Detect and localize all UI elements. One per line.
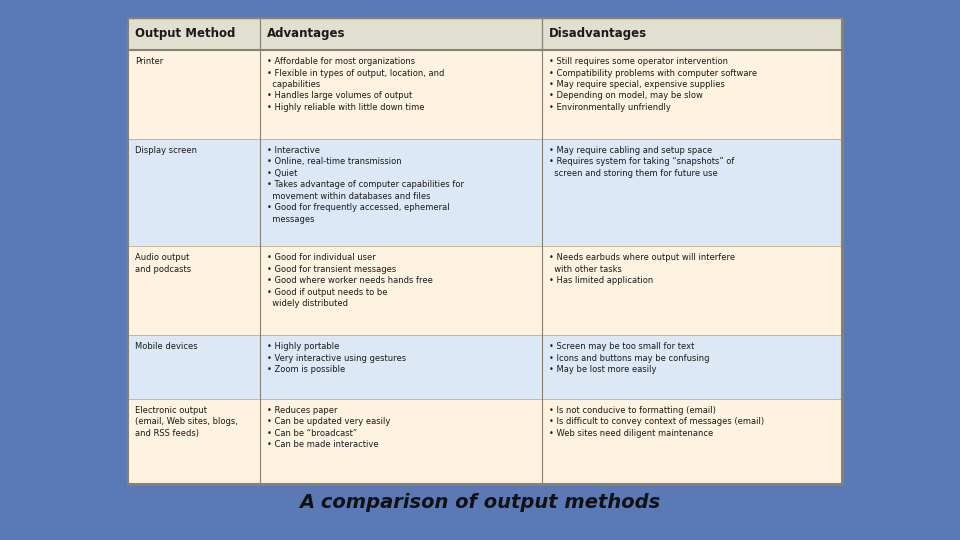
Text: • Good for transient messages: • Good for transient messages xyxy=(267,265,396,274)
Text: • Screen may be too small for text: • Screen may be too small for text xyxy=(549,342,694,352)
Bar xyxy=(128,18,842,484)
Bar xyxy=(128,50,842,139)
Text: Advantages: Advantages xyxy=(267,28,346,40)
Text: • Reduces paper: • Reduces paper xyxy=(267,406,338,415)
Text: Printer: Printer xyxy=(135,57,163,66)
Text: Display screen: Display screen xyxy=(135,146,197,155)
Text: • Depending on model, may be slow: • Depending on model, may be slow xyxy=(549,91,703,100)
Text: • Good where worker needs hands free: • Good where worker needs hands free xyxy=(267,276,433,286)
Text: • Is not conducive to formatting (email): • Is not conducive to formatting (email) xyxy=(549,406,716,415)
Text: • Icons and buttons may be confusing: • Icons and buttons may be confusing xyxy=(549,354,709,363)
Text: • Good if output needs to be: • Good if output needs to be xyxy=(267,288,388,297)
Text: • Has limited application: • Has limited application xyxy=(549,276,654,286)
Text: • Quiet: • Quiet xyxy=(267,169,298,178)
Text: • Takes advantage of computer capabilities for: • Takes advantage of computer capabiliti… xyxy=(267,180,464,190)
Text: • Can be made interactive: • Can be made interactive xyxy=(267,441,378,449)
Text: and podcasts: and podcasts xyxy=(135,265,191,274)
Text: • Good for frequently accessed, ephemeral: • Good for frequently accessed, ephemera… xyxy=(267,204,449,212)
Text: movement within databases and files: movement within databases and files xyxy=(267,192,431,201)
Text: • Good for individual user: • Good for individual user xyxy=(267,253,376,262)
Text: Electronic output: Electronic output xyxy=(135,406,207,415)
Text: • Zoom is possible: • Zoom is possible xyxy=(267,365,346,374)
Text: • Needs earbuds where output will interfere: • Needs earbuds where output will interf… xyxy=(549,253,735,262)
Text: widely distributed: widely distributed xyxy=(267,299,348,308)
Text: • Highly portable: • Highly portable xyxy=(267,342,340,352)
Text: • Highly reliable with little down time: • Highly reliable with little down time xyxy=(267,103,424,112)
Text: • Requires system for taking “snapshots” of: • Requires system for taking “snapshots”… xyxy=(549,157,734,166)
Text: • Can be updated very easily: • Can be updated very easily xyxy=(267,417,391,427)
Text: • Very interactive using gestures: • Very interactive using gestures xyxy=(267,354,406,363)
Text: • Environmentally unfriendly: • Environmentally unfriendly xyxy=(549,103,671,112)
Text: • May be lost more easily: • May be lost more easily xyxy=(549,365,657,374)
Text: (email, Web sites, blogs,: (email, Web sites, blogs, xyxy=(135,417,238,427)
Bar xyxy=(128,399,842,484)
Text: screen and storing them for future use: screen and storing them for future use xyxy=(549,169,718,178)
Text: Mobile devices: Mobile devices xyxy=(135,342,198,352)
Text: • Compatibility problems with computer software: • Compatibility problems with computer s… xyxy=(549,69,757,78)
Text: A comparison of output methods: A comparison of output methods xyxy=(300,494,660,512)
Text: Disadvantages: Disadvantages xyxy=(549,28,647,40)
Text: messages: messages xyxy=(267,215,315,224)
Bar xyxy=(128,139,842,246)
Bar xyxy=(128,18,842,50)
Text: • May require cabling and setup space: • May require cabling and setup space xyxy=(549,146,712,155)
Text: • Still requires some operator intervention: • Still requires some operator intervent… xyxy=(549,57,728,66)
Text: • Web sites need diligent maintenance: • Web sites need diligent maintenance xyxy=(549,429,713,438)
Text: • Affordable for most organizations: • Affordable for most organizations xyxy=(267,57,416,66)
Text: • Is difficult to convey context of messages (email): • Is difficult to convey context of mess… xyxy=(549,417,764,427)
Text: • Handles large volumes of output: • Handles large volumes of output xyxy=(267,91,413,100)
Text: capabilities: capabilities xyxy=(267,80,321,89)
Text: Output Method: Output Method xyxy=(135,28,235,40)
Text: • Can be “broadcast”: • Can be “broadcast” xyxy=(267,429,357,438)
Bar xyxy=(128,246,842,335)
Text: and RSS feeds): and RSS feeds) xyxy=(135,429,199,438)
Bar xyxy=(128,18,842,484)
Text: • Flexible in types of output, location, and: • Flexible in types of output, location,… xyxy=(267,69,444,78)
Text: • Online, real-time transmission: • Online, real-time transmission xyxy=(267,157,401,166)
Text: • May require special, expensive supplies: • May require special, expensive supplie… xyxy=(549,80,725,89)
Text: • Interactive: • Interactive xyxy=(267,146,320,155)
Text: with other tasks: with other tasks xyxy=(549,265,622,274)
Bar xyxy=(128,335,842,399)
Text: Audio output: Audio output xyxy=(135,253,189,262)
